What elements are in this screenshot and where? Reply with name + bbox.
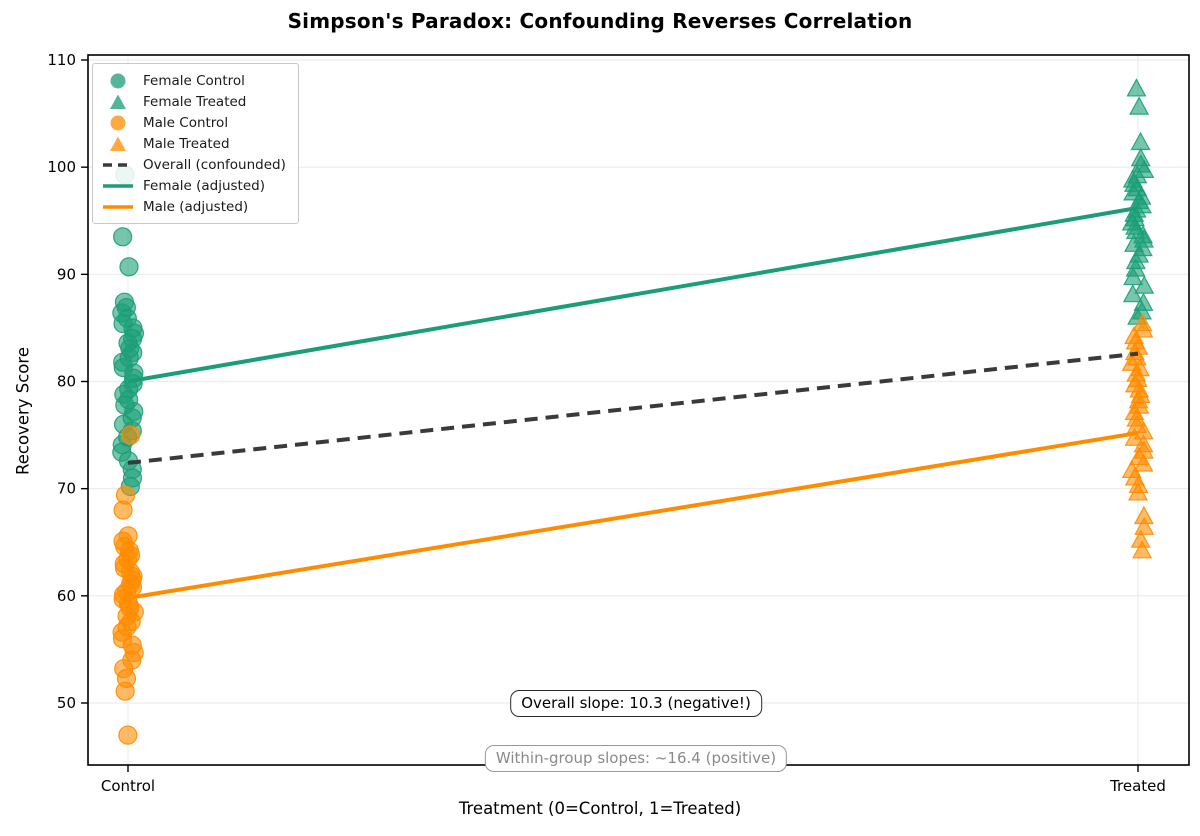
legend-item-overall-line: Overall (confounded) bbox=[101, 156, 286, 173]
axes: 50 60 70 80 90 100 110 Control Treated bbox=[47, 51, 1190, 795]
y-tick-label: 80 bbox=[57, 373, 76, 391]
x-tick-label: Control bbox=[101, 777, 155, 795]
female-treated-triangle-icon bbox=[101, 93, 135, 111]
trend-line bbox=[127, 205, 1139, 384]
chart-title: Simpson's Paradox: Confounding Reverses … bbox=[287, 9, 913, 33]
trend-lines bbox=[127, 205, 1139, 600]
data-point-triangle bbox=[1132, 540, 1153, 559]
legend-label: Female Treated bbox=[143, 93, 247, 110]
legend-item-female-control: Female Control bbox=[101, 72, 286, 89]
scatter-points bbox=[112, 78, 1155, 745]
data-point-triangle bbox=[1133, 453, 1154, 472]
legend: Female Control Female Treated Male Contr… bbox=[92, 63, 299, 224]
data-point-triangle bbox=[1128, 482, 1149, 501]
data-point-triangle bbox=[1124, 427, 1145, 446]
legend-label: Male (adjusted) bbox=[143, 198, 249, 215]
data-point-circle bbox=[119, 257, 139, 277]
x-axis-label: Treatment (0=Control, 1=Treated) bbox=[458, 799, 742, 818]
data-point-circle bbox=[118, 725, 138, 745]
data-point-triangle bbox=[1123, 266, 1144, 286]
legend-label: Female Control bbox=[143, 72, 245, 89]
x-tick-label: Treated bbox=[1109, 777, 1166, 795]
legend-label: Male Control bbox=[143, 114, 229, 131]
data-point-triangle bbox=[1133, 319, 1154, 338]
data-point-circle bbox=[121, 425, 141, 445]
data-point-triangle bbox=[1130, 131, 1151, 151]
male-control-circle-icon bbox=[101, 114, 135, 132]
y-tick-label: 60 bbox=[57, 587, 76, 605]
orange-line-icon bbox=[101, 198, 135, 216]
legend-item-male-line: Male (adjusted) bbox=[101, 198, 286, 215]
data-point-triangle bbox=[1134, 275, 1155, 294]
data-point-circle bbox=[115, 681, 135, 701]
legend-item-male-control: Male Control bbox=[101, 114, 286, 131]
data-point-triangle bbox=[1126, 78, 1147, 97]
legend-item-female-line: Female (adjusted) bbox=[101, 177, 286, 194]
y-axis-label: Recovery Score bbox=[13, 347, 33, 475]
y-tick-label: 50 bbox=[57, 694, 76, 712]
annotation-within-group-slope: Within-group slopes: ~16.4 (positive) bbox=[484, 745, 788, 772]
dashed-line-icon bbox=[101, 156, 135, 174]
y-tick-label: 110 bbox=[47, 51, 76, 69]
trend-line bbox=[127, 351, 1139, 465]
data-point-triangle bbox=[1134, 516, 1155, 535]
y-tick-label: 70 bbox=[57, 480, 76, 498]
data-point-triangle bbox=[1122, 283, 1143, 303]
legend-item-male-treated: Male Treated bbox=[101, 135, 286, 152]
legend-item-female-treated: Female Treated bbox=[101, 93, 286, 110]
data-point-circle bbox=[113, 227, 133, 247]
y-tick-label: 100 bbox=[47, 158, 76, 176]
data-point-triangle bbox=[1129, 96, 1150, 115]
annotation-overall-slope: Overall slope: 10.3 (negative!) bbox=[510, 690, 762, 717]
legend-label: Female (adjusted) bbox=[143, 177, 265, 194]
legend-label: Male Treated bbox=[143, 135, 230, 152]
female-control-circle-icon bbox=[101, 72, 135, 90]
legend-label: Overall (confounded) bbox=[143, 156, 286, 173]
y-tick-label: 90 bbox=[57, 265, 76, 283]
teal-line-icon bbox=[101, 177, 135, 195]
trend-line bbox=[127, 430, 1139, 600]
data-point-circle bbox=[113, 500, 133, 520]
male-treated-triangle-icon bbox=[101, 135, 135, 153]
